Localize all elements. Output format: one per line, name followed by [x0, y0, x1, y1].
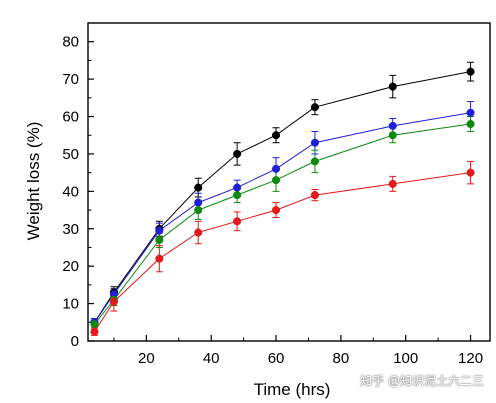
data-point-s4 [310, 191, 319, 200]
plot-frame [87, 22, 491, 342]
data-point-s1 [271, 131, 281, 140]
data-point-s4 [388, 179, 397, 188]
data-point-s4 [155, 254, 164, 263]
series-line-2 [94, 112, 471, 323]
data-point-s3 [388, 131, 397, 140]
data-point-s3 [155, 235, 164, 245]
data-point-s1 [466, 67, 475, 76]
data-point-s3 [194, 206, 203, 215]
x-tick-label: 40 [203, 350, 220, 367]
plot-border [87, 22, 491, 342]
y-tick-label: 20 [62, 258, 79, 275]
x-tick-label: 120 [458, 350, 483, 367]
data-point-s1 [388, 82, 397, 91]
data-point-s3 [310, 157, 319, 166]
data-point-s3 [466, 119, 475, 129]
y-tick-label: 40 [62, 183, 79, 200]
error-bars [90, 61, 475, 336]
data-point-s1 [233, 149, 242, 158]
series-line-3 [94, 123, 471, 325]
data-point-s3 [271, 176, 281, 185]
series-line-1 [94, 71, 471, 323]
data-point-s4 [109, 297, 118, 306]
x-tick-label: 80 [333, 350, 350, 367]
data-point-s4 [271, 206, 281, 215]
axis-ticks [88, 41, 472, 342]
data-point-s4 [90, 327, 99, 336]
data-point-s4 [466, 168, 475, 177]
y-tick-label: 70 [62, 71, 79, 88]
data-point-s2 [194, 198, 203, 207]
y-tick-label: 60 [62, 109, 79, 126]
series-lines [94, 71, 471, 332]
x-axis-title: Time (hrs) [254, 380, 331, 399]
data-point-s1 [310, 103, 319, 112]
data-point-s2 [310, 138, 319, 147]
y-tick-label: 10 [62, 296, 79, 313]
y-tick-label: 80 [62, 34, 79, 51]
tick-labels: 0 10 20 30 40 50 60 70 80 20 40 60 80 100 120 [62, 34, 483, 367]
data-point-s2 [388, 121, 397, 130]
data-point-s4 [194, 228, 203, 237]
data-point-s2 [233, 183, 242, 192]
data-point-s3 [233, 191, 242, 200]
x-tick-label: 20 [138, 350, 155, 367]
y-tick-label: 30 [62, 221, 79, 238]
data-point-s4 [233, 217, 242, 226]
y-axis-title: Weight loss (%) [24, 122, 43, 241]
data-points [90, 67, 475, 336]
data-point-s2 [466, 108, 475, 117]
data-point-s1 [194, 183, 203, 192]
watermark-text: 知乎 @知识泥土六二三 [360, 374, 484, 388]
y-tick-label: 50 [62, 146, 79, 163]
series-line-4 [94, 172, 471, 332]
x-tick-label: 100 [393, 350, 418, 367]
data-point-s2 [271, 164, 281, 173]
data-point-s3 [90, 320, 99, 329]
x-tick-label: 60 [268, 350, 285, 367]
data-point-s2 [155, 226, 164, 235]
y-tick-label: 0 [71, 333, 79, 350]
